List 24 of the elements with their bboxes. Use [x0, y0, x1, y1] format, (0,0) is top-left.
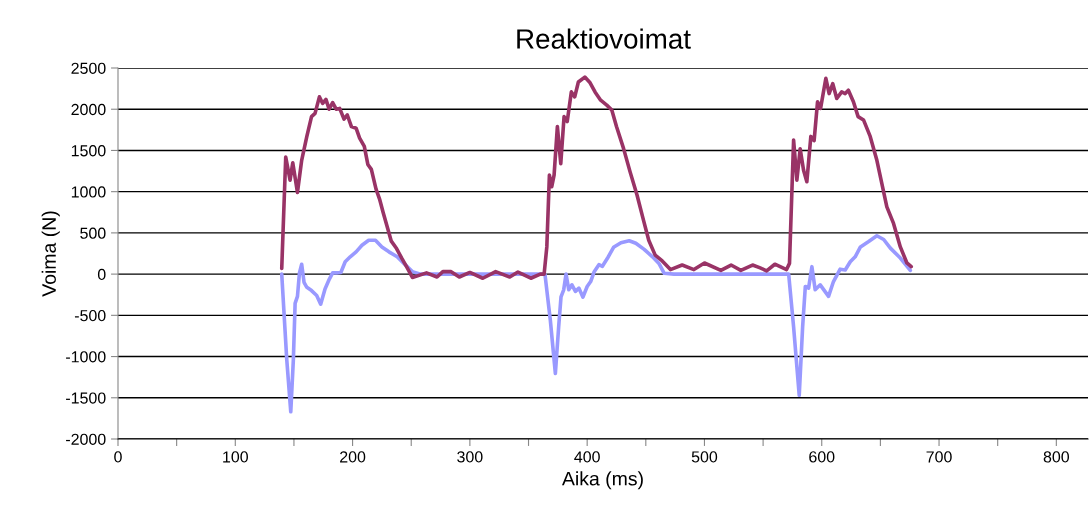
x-tick-label: 500	[691, 451, 718, 463]
x-tick-label: 400	[574, 451, 600, 463]
y-tick-label: -1500	[66, 392, 106, 404]
x-tick-label: 700	[926, 451, 952, 463]
x-tick-label: 300	[457, 451, 483, 463]
y-axis-title: Voima (N)	[41, 211, 60, 297]
y-tick-label: 500	[80, 227, 106, 239]
y-tick-label: -1000	[66, 351, 106, 363]
line-series	[279, 233, 913, 414]
y-tick-label: 0	[97, 268, 106, 281]
x-tick-label: 100	[223, 451, 248, 463]
line-series	[279, 75, 914, 281]
x-tick-label: 600	[809, 451, 835, 463]
x-tick-label: 800	[1043, 451, 1070, 463]
chart-title: Reaktiovoimat	[517, 28, 691, 49]
y-tick-label: 1000	[71, 186, 106, 198]
x-tick-label: 0	[114, 451, 122, 463]
y-tick-label: -500	[74, 309, 106, 322]
y-tick-label: -2000	[66, 433, 106, 445]
y-tick-label: 1500	[71, 145, 106, 157]
x-axis-title: Aika (ms)	[561, 471, 643, 490]
y-tick-label: 2500	[71, 62, 106, 74]
x-tick-label: 200	[340, 451, 366, 463]
y-tick-label: 2000	[71, 103, 106, 116]
